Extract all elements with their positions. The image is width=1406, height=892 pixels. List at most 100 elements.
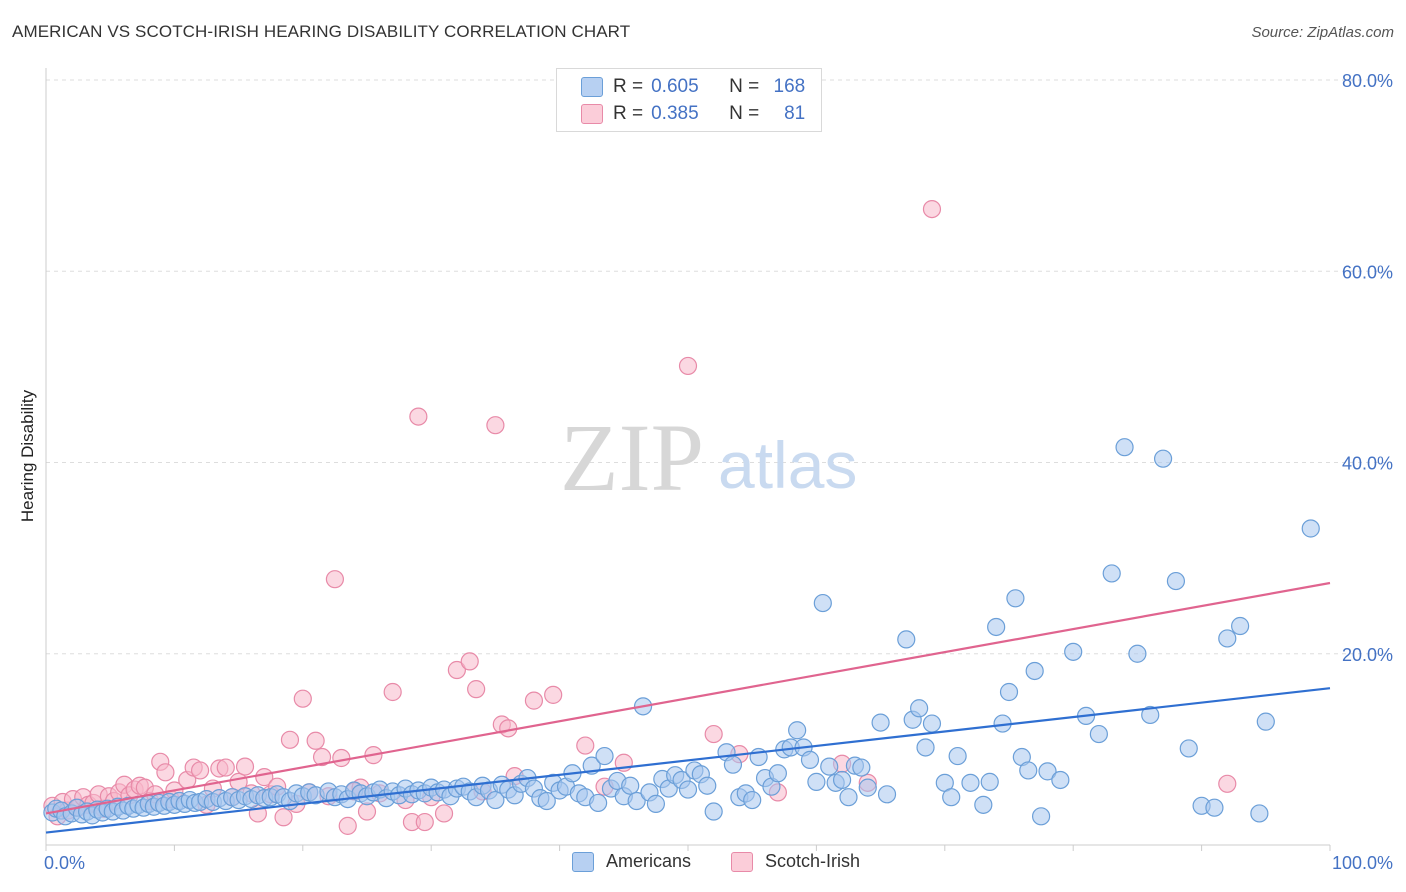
- americans-point: [1025, 661, 1044, 681]
- scotch-irish-swatch: [581, 104, 603, 124]
- x-tick-label: 0.0%: [44, 853, 85, 873]
- y-tick-label: 40.0%: [1342, 454, 1393, 474]
- watermark-atlas: atlas: [718, 428, 857, 502]
- gridlines: [46, 79, 1392, 655]
- americans-point: [1031, 807, 1051, 826]
- americans-swatch: [581, 77, 603, 97]
- trend-lines: [45, 581, 1331, 834]
- americans-point: [788, 721, 807, 740]
- scotch-irish-point: [312, 747, 332, 767]
- americans-point: [723, 755, 743, 774]
- scotch-irish-point: [357, 802, 377, 821]
- americans-point: [1128, 644, 1147, 663]
- scotch-irish-point: [434, 804, 454, 823]
- americans-point: [916, 738, 935, 757]
- americans-point: [1019, 761, 1038, 780]
- americans-point: [922, 714, 942, 733]
- tick-labels: 20.0% 40.0% 60.0% 80.0% 0.0% 100.0%: [44, 71, 1393, 873]
- americans-point: [987, 617, 1006, 637]
- scotch-irish-point: [332, 748, 351, 768]
- americans-point: [1166, 571, 1186, 591]
- scotch-irish-points: [43, 199, 1237, 835]
- americans-point: [537, 791, 556, 811]
- scotch-irish-point: [409, 407, 428, 426]
- americans-trend-line: [45, 687, 1331, 834]
- americans-point: [999, 682, 1019, 702]
- scotch-irish-point: [524, 691, 544, 710]
- americans-point: [1301, 519, 1320, 538]
- americans-point: [832, 770, 852, 790]
- series-legend: Americans Scotch-Irish: [0, 851, 1406, 877]
- americans-point: [1256, 712, 1275, 731]
- americans-point: [589, 793, 608, 813]
- americans-point: [1250, 804, 1269, 823]
- watermark-zip: ZIP: [560, 404, 704, 511]
- americans-point: [595, 746, 614, 766]
- n-value: 168: [773, 76, 806, 97]
- americans-point: [1064, 642, 1083, 661]
- scotch-irish-point: [467, 680, 486, 699]
- americans-point: [800, 750, 820, 769]
- americans-point: [1153, 449, 1173, 468]
- r-label: R =: [613, 103, 644, 124]
- n-label: N =: [729, 76, 760, 97]
- americans-point: [1218, 629, 1237, 648]
- legend-row-scotch-irish: R = 0.385 N = 81: [581, 102, 805, 126]
- americans-point: [1141, 705, 1160, 725]
- scotch-irish-point: [447, 660, 466, 680]
- scotch-irish-point: [704, 724, 723, 744]
- scotch-irish-point: [922, 199, 942, 219]
- scotch-irish-swatch: [731, 851, 753, 872]
- scotch-irish-point: [216, 758, 235, 777]
- scotch-irish-point: [460, 652, 479, 671]
- legend-label: Americans: [606, 851, 692, 871]
- americans-point: [1089, 724, 1108, 744]
- americans-point: [820, 757, 839, 776]
- americans-point: [627, 791, 646, 811]
- americans-swatch: [572, 851, 594, 872]
- correlation-legend: R = 0.605 N = 168 R = 0.385 N = 81: [556, 68, 822, 132]
- scotch-irish-point: [306, 731, 325, 750]
- scotch-irish-point: [156, 763, 175, 782]
- scotch-irish-trend-line: [45, 581, 1331, 815]
- scotch-irish-point: [383, 682, 402, 702]
- scotch-irish-point: [1218, 774, 1237, 793]
- americans-point: [704, 802, 723, 821]
- americans-point: [807, 772, 826, 791]
- americans-point: [1038, 762, 1057, 781]
- americans-point: [948, 746, 967, 766]
- scotch-irish-point: [293, 689, 312, 708]
- watermark: ZIP atlas: [560, 404, 857, 511]
- americans-point: [980, 772, 999, 791]
- legend-row-americans: R = 0.605 N = 168: [581, 75, 805, 99]
- americans-point: [621, 776, 640, 795]
- americans-point: [1179, 739, 1198, 758]
- legend-item-americans: Americans: [572, 851, 691, 872]
- scotch-irish-point: [415, 812, 434, 832]
- americans-point: [678, 780, 698, 799]
- americans-point: [974, 795, 993, 814]
- americans-point: [1205, 798, 1224, 817]
- americans-point: [858, 778, 877, 797]
- americans-point: [698, 776, 717, 795]
- y-tick-label: 80.0%: [1342, 71, 1393, 91]
- scotch-irish-point: [190, 761, 210, 780]
- scotch-irish-point: [544, 685, 563, 704]
- y-tick-label: 20.0%: [1342, 645, 1393, 665]
- scotch-irish-point: [678, 356, 698, 376]
- americans-point: [910, 699, 929, 718]
- americans-point: [961, 773, 980, 792]
- americans-point: [871, 713, 890, 732]
- y-tick-label: 60.0%: [1342, 262, 1393, 282]
- legend-item-scotch-irish: Scotch-Irish: [731, 851, 860, 872]
- americans-point: [1115, 438, 1134, 457]
- americans-points: [43, 438, 1320, 826]
- x-tick-label: 100.0%: [1332, 853, 1393, 873]
- chart-title: AMERICAN VS SCOTCH-IRISH HEARING DISABIL…: [12, 22, 631, 41]
- n-value: 81: [784, 103, 806, 124]
- americans-point: [1231, 616, 1250, 636]
- scotch-irish-point: [576, 736, 595, 755]
- axes: [45, 68, 1331, 851]
- americans-point: [839, 788, 858, 807]
